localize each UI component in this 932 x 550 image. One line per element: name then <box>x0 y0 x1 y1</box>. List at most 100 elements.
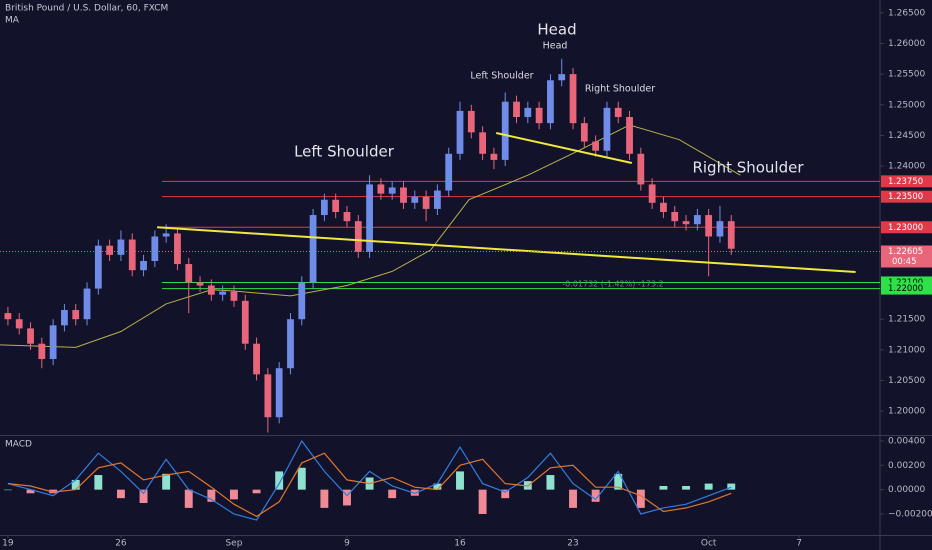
candle-body <box>140 261 147 271</box>
y-tick-label: 1.25000 <box>888 100 925 110</box>
candle-body <box>343 211 351 222</box>
macd-histogram-bar <box>94 475 103 490</box>
x-tick-label: Oct <box>701 539 717 549</box>
level-price-box <box>881 175 932 188</box>
candle-body <box>547 80 554 124</box>
candle-body <box>513 101 520 118</box>
macd-y-tick-label: 0.00000 <box>888 485 925 495</box>
candle-body <box>524 107 532 118</box>
y-tick-label: 1.25500 <box>888 70 925 80</box>
candle-body <box>320 199 328 216</box>
candle-body <box>253 343 260 375</box>
candle-body <box>626 117 633 154</box>
x-tick-label: 19 <box>2 539 14 549</box>
x-tick-label: 23 <box>567 539 578 549</box>
macd-histogram-bar <box>614 473 623 490</box>
candle-body <box>580 123 588 142</box>
candle-body <box>479 132 487 154</box>
candle-body <box>275 368 283 418</box>
macd-histogram-bar <box>162 473 171 490</box>
macd-histogram-bar <box>26 489 35 494</box>
macd-histogram-bar <box>116 489 125 499</box>
y-tick-label: 1.26500 <box>888 8 925 18</box>
annotation: Left Shoulder <box>470 71 533 82</box>
candle-body <box>61 310 68 326</box>
candle-body <box>422 196 430 209</box>
candle-body <box>388 187 396 194</box>
candle-body <box>207 285 215 295</box>
last-price-box <box>881 245 932 268</box>
candle-body <box>445 153 453 191</box>
annotation: Head <box>543 41 568 52</box>
macd-histogram-bar <box>49 489 58 494</box>
macd-histogram-bar <box>252 489 261 494</box>
x-tick-label: 7 <box>796 539 802 549</box>
candle-body <box>682 221 690 225</box>
y-tick-label: 1.26000 <box>888 39 925 49</box>
candle-body <box>727 221 735 249</box>
candle-body <box>72 310 80 320</box>
macd-histogram-bar <box>456 471 464 490</box>
candle-body <box>693 215 701 225</box>
candle-body <box>716 221 724 237</box>
candle-body <box>241 300 249 344</box>
level-price-label: 1.23500 <box>888 192 923 202</box>
candle-body <box>467 110 475 133</box>
macd-histogram-bar <box>569 489 577 508</box>
candle-body <box>332 199 340 212</box>
y-tick-label: 1.20500 <box>888 376 925 386</box>
level-price-box <box>881 282 932 295</box>
signal-line <box>7 452 732 518</box>
annotation: Right Shoulder <box>585 84 655 95</box>
level-price-label: 1.23750 <box>888 177 923 187</box>
macd-histogram-bar <box>297 467 306 490</box>
macd-y-tick-label: 0.00200 <box>888 461 925 471</box>
y-tick-label: 1.24500 <box>888 131 925 141</box>
macd-histogram-bar <box>71 479 80 490</box>
macd-histogram-bar <box>184 489 193 508</box>
macd-histogram-bar <box>3 489 12 491</box>
annotation: Head <box>537 21 576 39</box>
candle-body <box>705 215 713 237</box>
candle-body <box>309 215 317 283</box>
candle-body <box>535 107 543 124</box>
candle-body <box>603 107 611 151</box>
candle-body <box>117 239 125 255</box>
trendline <box>157 226 856 273</box>
annotation: Left Shoulder <box>294 143 395 161</box>
macd-title: MACD <box>5 440 32 450</box>
macd-histogram-bar <box>591 489 600 502</box>
candle-body <box>94 245 102 289</box>
candle-body <box>400 187 407 203</box>
countdown-label: 00:45 <box>892 257 917 267</box>
candle-body <box>637 153 645 185</box>
x-tick-label: Sep <box>225 539 242 549</box>
annotation: Right Shoulder <box>692 159 804 177</box>
macd-histogram-bar <box>659 486 668 490</box>
candle-body <box>411 196 419 203</box>
level-price-label: 1.23000 <box>888 223 923 233</box>
macd-y-tick-label: −0.00200 <box>888 509 932 519</box>
candle-body <box>4 313 12 320</box>
macd-histogram-bar <box>275 471 284 490</box>
macd-histogram-bar <box>230 489 238 500</box>
candle-body <box>377 184 385 194</box>
candle-body <box>298 282 306 320</box>
macd-histogram-bar <box>501 489 510 499</box>
candle-body <box>230 291 238 301</box>
candle-body <box>592 141 600 151</box>
level-price-box <box>881 190 932 203</box>
candle-body <box>151 236 159 261</box>
candle-body <box>614 107 622 118</box>
macd-histogram-bar <box>388 489 397 499</box>
macd-y-tick-label: 0.00400 <box>888 437 925 447</box>
y-tick-label: 1.21000 <box>888 345 925 355</box>
y-tick-label: 1.24000 <box>888 162 925 172</box>
y-tick-label: 1.20000 <box>888 407 925 417</box>
candle-body <box>185 264 193 283</box>
candle-body <box>15 319 23 329</box>
macd-histogram-bar <box>320 489 329 508</box>
last-price-label: 1.22605 <box>888 247 923 257</box>
candle-body <box>264 374 272 418</box>
candle-body <box>569 74 577 124</box>
